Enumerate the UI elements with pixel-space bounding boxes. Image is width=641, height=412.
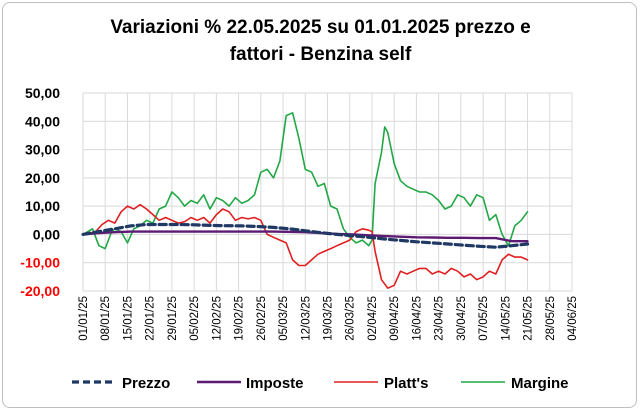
x-tick-label: 14/05/25: [500, 296, 512, 341]
x-tick-label: 08/01/25: [100, 296, 112, 341]
series-line-prezzo: [81, 222, 530, 249]
y-tick-label: 40,00: [25, 113, 60, 129]
x-tick-label: 04/06/25: [567, 296, 579, 341]
chart-title-line-2: fattori - Benzina self: [229, 44, 412, 65]
x-tick-label: 21/05/25: [523, 296, 535, 341]
x-tick-label: 23/04/25: [434, 296, 446, 341]
chart-frame: [2, 2, 637, 408]
y-tick-label: 50,00: [25, 85, 60, 101]
x-tick-label: 19/03/25: [323, 296, 335, 341]
chart-title: Variazioni % 22.05.2025 su 01.01.2025 pr…: [0, 14, 641, 68]
y-tick-label: 10,00: [25, 198, 60, 214]
x-tick-label: 30/04/25: [456, 296, 468, 341]
y-tick-label: -10,00: [20, 255, 60, 271]
x-tick-label: 19/02/25: [234, 296, 246, 341]
y-tick-label: -20,00: [20, 283, 60, 299]
legend-label: Platt's: [384, 375, 428, 392]
series-line-margine: [82, 112, 529, 250]
axes: 50,00 40,00 30,00 20,00 10,00 0,00 -10,00 -20,0…: [20, 85, 579, 341]
legend-label: Imposte: [246, 375, 304, 392]
legend-label: Margine: [511, 375, 569, 392]
x-tick-label: 29/01/25: [167, 296, 179, 341]
y-tick-label: 30,00: [25, 142, 60, 158]
x-tick-label: 09/04/25: [389, 296, 401, 341]
y-tick-label: 0,00: [33, 226, 60, 242]
series-line-imposte: [81, 230, 529, 243]
x-tick-label: 12/02/25: [211, 296, 223, 341]
x-tick-label: 05/02/25: [189, 296, 201, 341]
x-tick-label: 01/01/25: [78, 296, 90, 341]
gridlines: [82, 92, 573, 292]
series-line-platts: [82, 203, 529, 290]
series-lines: [81, 112, 530, 290]
x-tick-label: 12/03/25: [300, 296, 312, 341]
legend: Prezzo Imposte Platt's Margine: [72, 375, 569, 392]
x-tick-label: 28/05/25: [545, 296, 557, 341]
x-tick-label: 02/04/25: [367, 296, 379, 341]
y-tick-label: 20,00: [25, 170, 60, 186]
x-tick-label: 22/01/25: [145, 296, 157, 341]
x-tick-label: 16/04/25: [411, 296, 423, 341]
legend-label: Prezzo: [122, 375, 170, 392]
x-tick-label: 26/02/25: [256, 296, 268, 341]
x-tick-label: 26/03/25: [345, 296, 357, 341]
x-tick-label: 15/01/25: [122, 296, 134, 341]
chart-title-line-1: Variazioni % 22.05.2025 su 01.01.2025 pr…: [110, 17, 531, 38]
x-tick-label: 05/03/25: [278, 296, 290, 341]
x-tick-label: 07/05/25: [478, 296, 490, 341]
